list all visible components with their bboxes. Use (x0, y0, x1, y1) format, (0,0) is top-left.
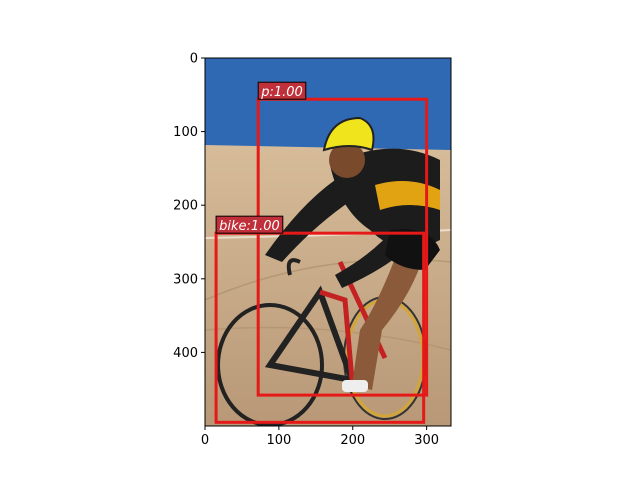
y-axis: 0 100 200 300 400 (173, 52, 205, 361)
y-tick-label: 0 (190, 52, 198, 67)
leg (352, 245, 425, 390)
jersey-stripe (375, 181, 440, 210)
detection-labels: p:1.00 bike:1.00 (215, 81, 307, 234)
head (329, 142, 365, 178)
cyclist (265, 116, 440, 392)
axes-frame (204, 57, 452, 427)
detection-boxes (214, 97, 429, 424)
x-axis: 0 100 200 300 (201, 426, 439, 448)
y-tick-label: 200 (173, 199, 198, 214)
shoe (342, 380, 368, 392)
detection-label-bg (215, 215, 284, 234)
detection-box (256, 97, 429, 397)
rear-wheel (216, 303, 324, 426)
detection-label-text: p:1.00 (260, 85, 303, 100)
helmet (322, 116, 375, 152)
detection-label-bg (257, 81, 307, 100)
x-tick-label: 200 (340, 433, 365, 448)
x-tick-label: 300 (414, 433, 439, 448)
y-tick-label: 100 (173, 125, 198, 140)
x-tick-label: 100 (266, 433, 291, 448)
photo (205, 58, 451, 426)
handlebar (286, 258, 301, 276)
y-tick-label: 300 (173, 272, 198, 287)
arm (265, 180, 352, 262)
detection-label-text: bike:1.00 (219, 219, 280, 234)
detection-label: p:1.00 (257, 81, 307, 100)
detection-label: bike:1.00 (215, 215, 284, 234)
y-tick-label: 400 (173, 346, 198, 361)
down-tube (319, 289, 355, 381)
x-tick-label: 0 (201, 433, 209, 448)
frame-tube (264, 285, 357, 384)
detection-box (214, 231, 426, 424)
